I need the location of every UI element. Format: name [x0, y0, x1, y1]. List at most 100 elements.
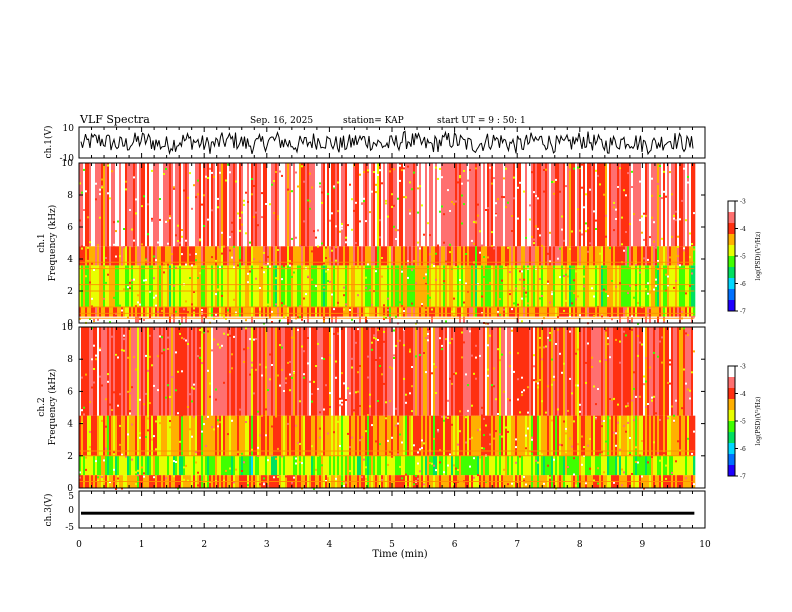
spectrogram-cell — [279, 327, 282, 416]
spectrogram-cell — [667, 246, 670, 266]
spectrogram-cell — [217, 307, 220, 317]
spectrogram-speckle — [169, 426, 171, 429]
spectrogram-cell — [533, 246, 536, 266]
spectrogram-cell — [675, 246, 678, 266]
spectrogram-cell — [591, 246, 594, 266]
spectrogram-speckle — [337, 333, 339, 335]
spectrogram-speckle — [631, 170, 633, 173]
spectrogram-cell — [669, 307, 672, 317]
spectrogram-cell — [169, 415, 172, 456]
spectrogram-cell — [213, 246, 216, 266]
spectrogram-cell — [475, 246, 478, 266]
spectrogram-cell — [205, 246, 208, 266]
spectrogram-speckle — [671, 346, 673, 349]
spectrogram-cell — [401, 246, 404, 266]
spectrogram-cell — [105, 265, 108, 307]
spectrogram-speckle — [83, 168, 85, 171]
spectrogram-speckle — [275, 457, 277, 460]
spectrogram-cell — [507, 415, 510, 456]
spectrogram-speckle — [155, 403, 157, 406]
spectrogram-speckle — [79, 441, 81, 444]
spectrogram-speckle — [391, 436, 393, 439]
spectrogram-cell — [205, 163, 208, 247]
spectrogram-speckle — [587, 444, 589, 447]
spectrogram-cell — [321, 415, 324, 456]
spectrogram-cell — [119, 316, 122, 323]
spectrogram-cell — [409, 246, 412, 266]
spectrogram-cell — [285, 307, 288, 317]
spectrogram-cell — [435, 265, 438, 307]
spectrogram-speckle — [371, 305, 373, 308]
spectrogram-speckle — [111, 207, 113, 209]
spectrogram-speckle — [243, 203, 245, 206]
spectrogram-speckle — [381, 478, 383, 481]
spectrogram-cell — [153, 455, 156, 476]
spectrogram-speckle — [109, 303, 111, 306]
spectrogram-speckle — [611, 475, 613, 478]
spectrogram-speckle — [275, 303, 277, 306]
spectrogram-speckle — [149, 355, 151, 358]
spectrogram-cell — [611, 455, 614, 476]
spectrogram-cell — [355, 307, 358, 317]
spectrogram-cell — [577, 415, 580, 456]
spectrogram-speckle — [513, 332, 515, 335]
spectrogram-speckle — [549, 260, 551, 263]
spectrogram-cell — [463, 415, 466, 456]
spectrogram-cell — [297, 307, 300, 317]
spectrogram-cell — [149, 415, 152, 456]
spectrogram-speckle — [561, 444, 563, 447]
spectrogram-cell — [519, 265, 522, 307]
spectrogram-speckle — [401, 270, 403, 273]
spectrogram-cell — [157, 265, 160, 307]
spectrogram-cell — [153, 265, 156, 307]
spectrogram-speckle — [311, 400, 313, 403]
spectrogram-cell — [221, 316, 224, 323]
spectrogram-speckle — [195, 451, 197, 454]
spectrogram-speckle — [455, 467, 457, 470]
spectrogram-speckle — [251, 366, 253, 369]
spectrogram-speckle — [285, 189, 287, 192]
spectrogram-cell — [81, 246, 84, 266]
spectrogram-speckle — [165, 201, 167, 204]
spectrogram-speckle — [603, 415, 605, 418]
spectrogram-speckle — [337, 301, 339, 304]
spectrogram-cell — [149, 246, 152, 266]
spectrogram-cell — [299, 265, 302, 307]
spectrogram-speckle — [315, 233, 317, 236]
spectrogram-speckle — [595, 228, 597, 230]
spectrogram-speckle — [103, 428, 105, 431]
spectrogram-speckle — [405, 196, 407, 199]
spectrogram-cell — [219, 455, 222, 476]
spectrogram-cell — [473, 455, 476, 476]
spectrogram-cell — [409, 265, 412, 307]
spectrogram-cell — [517, 265, 520, 307]
spectrogram-cell — [283, 327, 286, 416]
spectrogram-cell — [159, 316, 162, 323]
spectrogram-cell — [229, 316, 232, 323]
spectrogram-speckle — [223, 315, 225, 318]
spectrogram-cell — [569, 415, 572, 456]
spectrogram-speckle — [457, 443, 459, 446]
spectrogram-speckle — [417, 241, 419, 244]
spectrogram-cell — [615, 246, 618, 266]
spectrogram-speckle — [175, 310, 177, 313]
spectrogram-cell — [87, 265, 90, 307]
spectrogram-cell — [159, 246, 162, 266]
spectrogram-cell — [643, 316, 646, 323]
spectrogram-speckle — [101, 384, 103, 387]
spectrogram-speckle — [335, 246, 337, 249]
spectrogram-cell — [225, 307, 228, 317]
spectrogram-speckle — [555, 389, 557, 392]
spectrogram-cell — [439, 307, 442, 317]
spectrogram-speckle — [153, 476, 155, 479]
spectrogram-cell — [133, 415, 136, 456]
spectrogram-speckle — [175, 351, 177, 354]
spectrogram-cell — [557, 415, 560, 456]
spectrogram-speckle — [383, 330, 385, 333]
spectrogram-speckle — [95, 198, 97, 201]
spectrogram-speckle — [369, 402, 371, 405]
spectrogram-speckle — [579, 410, 581, 413]
spectrogram-cell — [503, 316, 506, 323]
spectrogram-cell — [605, 265, 608, 307]
spectrogram-cell — [139, 265, 142, 307]
